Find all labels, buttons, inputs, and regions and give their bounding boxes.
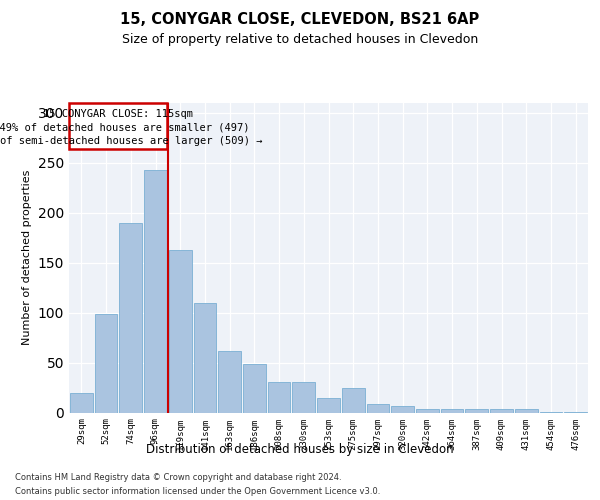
- Text: ← 49% of detached houses are smaller (497): ← 49% of detached houses are smaller (49…: [0, 122, 250, 132]
- Bar: [367, 404, 389, 412]
- Bar: [317, 398, 340, 412]
- Bar: [342, 388, 365, 412]
- Bar: [218, 350, 241, 412]
- Bar: [466, 408, 488, 412]
- Bar: [144, 170, 167, 412]
- Bar: [391, 406, 414, 412]
- Bar: [95, 314, 118, 412]
- Bar: [441, 408, 463, 412]
- Bar: [515, 408, 538, 412]
- Text: Contains public sector information licensed under the Open Government Licence v3: Contains public sector information licen…: [15, 488, 380, 496]
- Bar: [169, 250, 191, 412]
- Bar: [292, 382, 315, 412]
- Bar: [243, 364, 266, 412]
- Y-axis label: Number of detached properties: Number of detached properties: [22, 170, 32, 345]
- Bar: [268, 382, 290, 412]
- Bar: [490, 408, 513, 412]
- Bar: [194, 302, 216, 412]
- Text: 15, CONYGAR CLOSE, CLEVEDON, BS21 6AP: 15, CONYGAR CLOSE, CLEVEDON, BS21 6AP: [121, 12, 479, 28]
- Text: Distribution of detached houses by size in Clevedon: Distribution of detached houses by size …: [146, 442, 454, 456]
- Text: 50% of semi-detached houses are larger (509) →: 50% of semi-detached houses are larger (…: [0, 136, 262, 145]
- Bar: [119, 222, 142, 412]
- Text: 15 CONYGAR CLOSE: 115sqm: 15 CONYGAR CLOSE: 115sqm: [43, 108, 193, 118]
- Text: Size of property relative to detached houses in Clevedon: Size of property relative to detached ho…: [122, 32, 478, 46]
- Text: Contains HM Land Registry data © Crown copyright and database right 2024.: Contains HM Land Registry data © Crown c…: [15, 472, 341, 482]
- Bar: [416, 408, 439, 412]
- Bar: [70, 392, 93, 412]
- Bar: [70, 102, 167, 148]
